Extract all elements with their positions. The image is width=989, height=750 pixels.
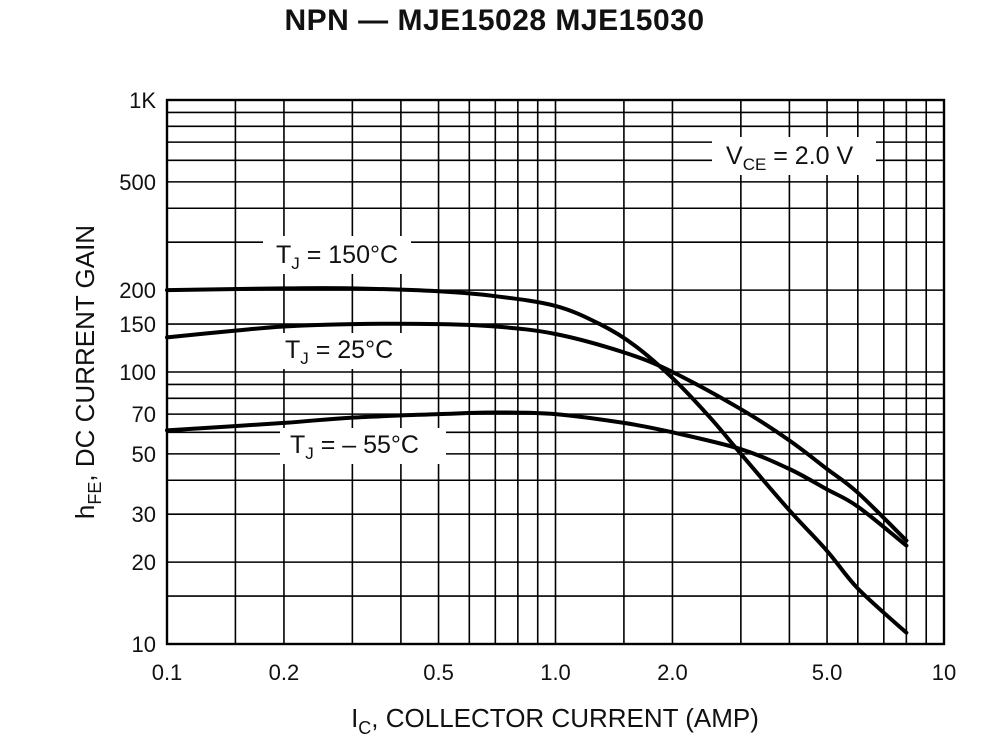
plot-frame <box>165 98 946 646</box>
series-label-rest: = 150°C <box>300 241 398 269</box>
series-label-sub: J <box>305 444 314 463</box>
vce-label-main: V <box>726 142 743 170</box>
y-tick-label: 50 <box>132 442 156 467</box>
y-tick-label: 70 <box>132 402 156 427</box>
vce-label-rest: = 2.0 V <box>766 142 853 170</box>
x-axis-title: IC, COLLECTOR CURRENT (AMP) <box>351 703 759 738</box>
y-axis-title: hFE, DC CURRENT GAIN <box>70 225 105 519</box>
svg-text:VCE = 2.0 V: VCE = 2.0 V <box>726 142 854 174</box>
x-axis-title-rest: , COLLECTOR CURRENT (AMP) <box>371 703 759 733</box>
series-label-main: T <box>290 431 305 459</box>
x-axis-title-main: I <box>351 703 358 733</box>
series-label-rest: = – 55°C <box>314 431 419 459</box>
series-label-sub: J <box>300 349 309 368</box>
y-tick-label: 1K <box>129 88 156 113</box>
x-axis-title-sub: C <box>358 718 371 738</box>
series-label-main: T <box>276 241 291 269</box>
x-tick-label: 5.0 <box>812 660 843 685</box>
series-label-minus55c: TJ = – 55°C <box>280 428 446 464</box>
x-tick-label: 0.2 <box>269 660 300 685</box>
series-label-150c: TJ = 150°C <box>263 236 411 274</box>
svg-text:TJ = – 55°C: TJ = – 55°C <box>290 431 419 463</box>
y-tick-label: 20 <box>132 550 156 575</box>
y-tick-label: 150 <box>119 312 156 337</box>
series-label-rest: = 25°C <box>309 336 393 364</box>
y-tick-labels: 10 20 30 50 70 100 150 200 500 1K <box>119 88 156 657</box>
x-tick-labels: 0.1 0.2 0.5 1.0 2.0 5.0 10 <box>152 660 957 685</box>
y-tick-label: 200 <box>119 278 156 303</box>
series-line-2 <box>165 410 909 548</box>
y-tick-label: 30 <box>132 502 156 527</box>
x-tick-label: 10 <box>932 660 956 685</box>
series-label-sub: J <box>291 254 300 273</box>
x-tick-label: 0.5 <box>423 660 454 685</box>
curves <box>165 286 909 635</box>
y-tick-label: 500 <box>119 170 156 195</box>
x-tick-label: 1.0 <box>540 660 571 685</box>
y-tick-label: 100 <box>119 360 156 385</box>
y-axis-title-rest: , DC CURRENT GAIN <box>70 225 100 482</box>
x-tick-label: 0.1 <box>152 660 183 685</box>
y-axis-title-sub: FE <box>85 482 105 505</box>
svg-text:TJ = 25°C: TJ = 25°C <box>285 336 393 368</box>
series-label-25c: TJ = 25°C <box>276 333 404 369</box>
vce-label-sub: CE <box>743 155 767 174</box>
y-axis-title-main: h <box>70 505 100 519</box>
series-line-0 <box>165 286 909 635</box>
series-line-1 <box>165 321 909 543</box>
svg-text:TJ = 150°C: TJ = 150°C <box>276 241 398 273</box>
x-tick-label: 2.0 <box>657 660 688 685</box>
series-label-main: T <box>285 336 300 364</box>
y-tick-label: 10 <box>132 632 156 657</box>
grid <box>166 99 945 645</box>
chart-title: NPN — MJE15028 MJE15030 <box>284 4 705 37</box>
vce-annotation: VCE = 2.0 V <box>712 137 876 175</box>
